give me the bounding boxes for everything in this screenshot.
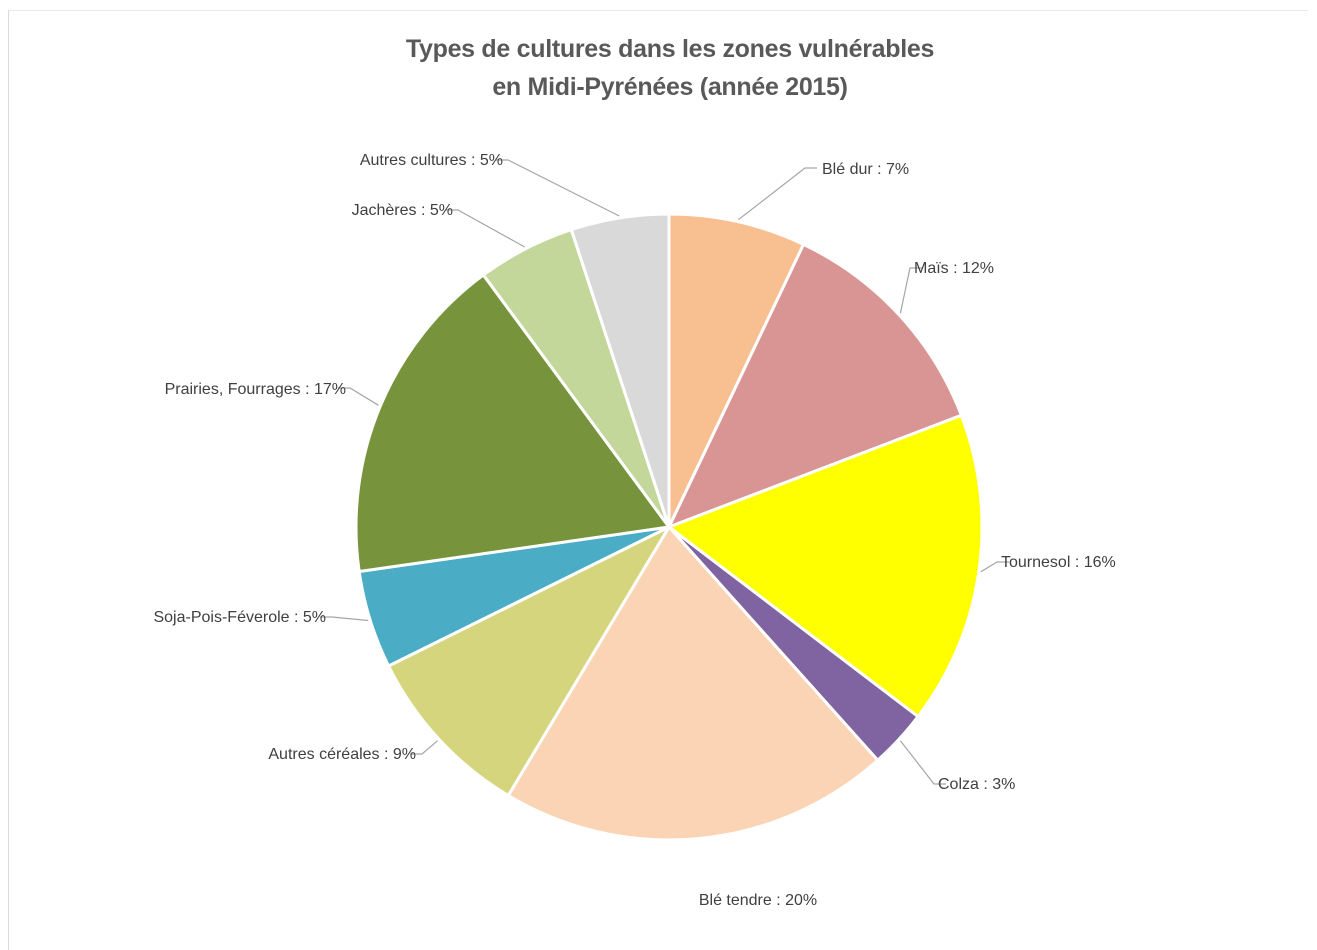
chart-area (8, 10, 1308, 950)
data-label-autres-cultures: Autres cultures : 5% (360, 152, 503, 169)
leader-line-autres-cultures (496, 159, 620, 217)
pie-slice-ble-dur (667, 212, 806, 529)
data-label-ble-dur: Blé dur : 7% (822, 161, 909, 178)
data-label-mais: Maïs : 12% (914, 260, 994, 277)
data-label-tournesol: Tournesol : 16% (1001, 554, 1116, 571)
data-label-prairies-fourrages: Prairies, Fourrages : 17% (165, 381, 346, 398)
leader-line-ble-dur (738, 167, 817, 221)
pie-slice-prairies-fourrages (354, 273, 671, 574)
leader-line-autres-cereales (410, 740, 438, 755)
leader-line-colza (899, 740, 946, 785)
chart-title: Types de cultures dans les zones vulnéra… (0, 30, 1317, 106)
chart-title-line-2: en Midi-Pyrénées (année 2015) (492, 73, 848, 101)
leader-line-jacheres (446, 209, 525, 248)
leader-line-tournesol (980, 561, 1009, 573)
leader-line-prairies-fourrages (338, 387, 379, 406)
chart-title-line-1: Types de cultures dans les zones vulnéra… (405, 35, 935, 63)
pie-slice-autres-cereales (387, 525, 671, 798)
data-label-autres-cereales: Autres céréales : 9% (268, 746, 416, 763)
pie-slice-tournesol (667, 413, 984, 719)
data-label-ble-tendre: Blé tendre : 20% (699, 892, 817, 909)
data-label-colza: Colza : 3% (938, 776, 1015, 793)
pie-slice-autres-cultures (569, 212, 671, 529)
pie-slice-mais (667, 242, 963, 529)
data-label-soja-pois-feverole: Soja-Pois-Féverole : 5% (153, 609, 326, 626)
leader-line-mais (899, 267, 922, 314)
data-label-jacheres: Jachères : 5% (352, 202, 453, 219)
leader-line-soja-pois-feverole (320, 616, 369, 622)
pie-slice-ble-tendre (506, 525, 880, 842)
